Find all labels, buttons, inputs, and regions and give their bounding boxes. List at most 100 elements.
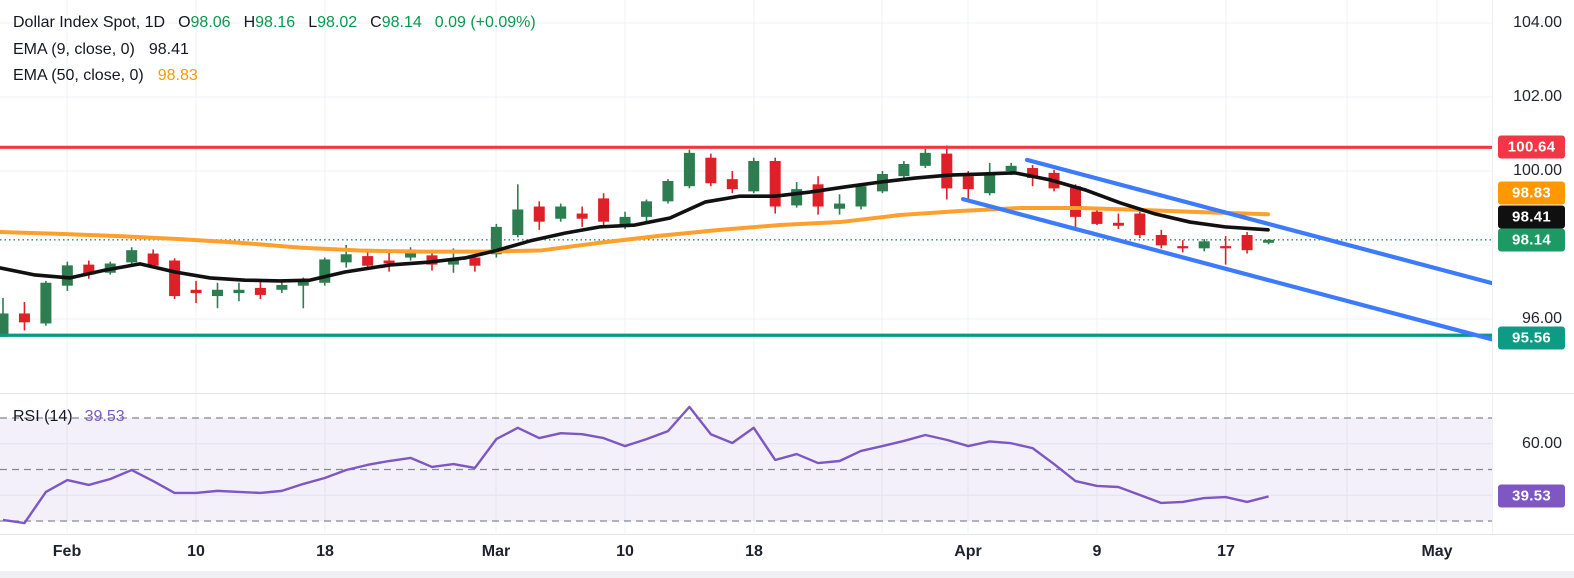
candle-body xyxy=(1112,222,1124,226)
candle-body xyxy=(362,256,374,266)
candle-body xyxy=(254,287,266,295)
ema9-value: 98.41 xyxy=(148,41,189,58)
candle-body xyxy=(383,260,395,264)
time-tick-label: Apr xyxy=(954,543,982,560)
price-tick-label: 100.00 xyxy=(1513,162,1562,179)
candle-body xyxy=(447,259,459,265)
candle-body xyxy=(855,186,867,207)
time-tick-label: 17 xyxy=(1217,543,1235,560)
price-badge-ema50-value: 98.83 xyxy=(1498,181,1565,205)
time-tick-label: May xyxy=(1421,543,1453,560)
candle-body xyxy=(619,216,631,226)
ohlc-value: 98.16 xyxy=(255,14,296,31)
candle-body xyxy=(812,184,824,207)
rsi-value: 39.53 xyxy=(84,408,125,425)
rsi-value-badge: 39.53 xyxy=(1498,484,1565,508)
ema9-legend-row[interactable]: EMA (9, close, 0) 98.41 xyxy=(13,41,189,59)
candle-body xyxy=(791,189,803,206)
change-value: 0.09 (+0.09%) xyxy=(434,14,536,31)
candle-body xyxy=(61,265,73,286)
candle-body xyxy=(748,161,760,192)
rsi-legend-row[interactable]: RSI (14) 39.53 xyxy=(13,408,125,426)
candle-body xyxy=(1134,213,1146,236)
price-badge-resistance-level: 100.64 xyxy=(1498,135,1565,159)
candle-body xyxy=(490,226,502,255)
candle-body xyxy=(641,201,652,217)
pane-divider[interactable] xyxy=(0,393,1574,394)
candle-body xyxy=(190,289,202,294)
candle-body xyxy=(126,250,138,263)
price-tick-label: 104.00 xyxy=(1513,14,1562,31)
candle-body xyxy=(1005,165,1017,171)
ohlc-token-C: C98.14 xyxy=(370,14,422,31)
rsi-label: RSI (14) xyxy=(13,408,73,425)
candle-body xyxy=(212,289,223,297)
price-badge-last-price: 98.14 xyxy=(1498,228,1565,252)
time-tick-label: Mar xyxy=(481,543,511,560)
candle-body xyxy=(555,206,567,219)
candle-body xyxy=(40,282,52,324)
candle-body xyxy=(405,249,417,258)
candle-body xyxy=(984,172,996,194)
time-tick-label: 18 xyxy=(745,543,763,560)
candle-body xyxy=(598,198,610,222)
candle-body xyxy=(319,259,331,283)
time-tick-label: Feb xyxy=(52,543,82,560)
candle-body xyxy=(576,213,588,219)
chart-canvas[interactable] xyxy=(0,0,1492,534)
candle-body xyxy=(533,206,545,222)
ema9-line xyxy=(0,171,1270,283)
channel-upper-line[interactable] xyxy=(1024,157,1492,286)
candle-body xyxy=(1155,235,1167,246)
candle-body xyxy=(297,279,309,286)
candle-body xyxy=(769,161,781,207)
ohlc-token-H: H98.16 xyxy=(243,14,296,31)
candle-body xyxy=(1241,235,1253,251)
candle-body xyxy=(1070,186,1081,217)
candle-body xyxy=(1263,239,1275,243)
price-badge-support-level: 95.56 xyxy=(1498,326,1565,350)
candle-body xyxy=(169,260,181,297)
symbol-legend-row[interactable]: Dollar Index Spot, 1D O98.06 H98.16 L98.02… xyxy=(13,14,536,32)
candle-body xyxy=(705,157,717,184)
ema50-line xyxy=(0,206,1270,254)
time-tick-label: 10 xyxy=(187,543,205,560)
rsi-line xyxy=(2,405,1269,525)
time-tick-label: 10 xyxy=(616,543,634,560)
ema50-value: 98.83 xyxy=(157,67,198,84)
candle-body xyxy=(469,257,481,266)
candle-body xyxy=(1091,211,1103,224)
price-badge-ema9-value: 98.41 xyxy=(1498,205,1565,229)
candle-body xyxy=(1220,246,1232,249)
ohlc-token-O: O98.06 xyxy=(178,14,231,31)
ohlc-value: 98.02 xyxy=(317,14,358,31)
rsi-tick-label: 60.00 xyxy=(1521,434,1562,452)
candle-body xyxy=(1027,168,1039,179)
candle-body xyxy=(919,152,931,166)
symbol-title: Dollar Index Spot, 1D xyxy=(13,14,166,31)
channel-lower-line[interactable] xyxy=(960,197,1492,342)
ohlc-value: 98.06 xyxy=(190,14,231,31)
time-tick-label: 18 xyxy=(316,543,334,560)
price-tick-label: 102.00 xyxy=(1513,88,1562,105)
candle-body xyxy=(1177,246,1189,249)
candle-body xyxy=(1198,241,1210,249)
candle-body xyxy=(898,163,910,177)
candle-body xyxy=(512,209,524,236)
candle-body xyxy=(147,253,159,266)
bottom-strip xyxy=(0,571,1574,578)
ema9-label: EMA (9, close, 0) xyxy=(13,41,135,58)
price-tick-label: 96.00 xyxy=(1521,310,1562,327)
ohlc-value: 98.14 xyxy=(381,14,422,31)
candle-body xyxy=(941,153,953,189)
ema50-legend-row[interactable]: EMA (50, close, 0) 98.83 xyxy=(13,67,198,85)
candle-body xyxy=(726,179,738,190)
candle-body xyxy=(662,180,674,202)
candle-body xyxy=(0,313,9,337)
time-tick-label: 9 xyxy=(1092,543,1102,560)
ohlc-token-L: L98.02 xyxy=(308,14,358,31)
candle-body xyxy=(683,152,695,187)
candle-body xyxy=(962,176,974,190)
candle-body xyxy=(83,264,95,275)
ohlc-values: O98.06 H98.16 L98.02 C98.14 xyxy=(165,14,422,32)
